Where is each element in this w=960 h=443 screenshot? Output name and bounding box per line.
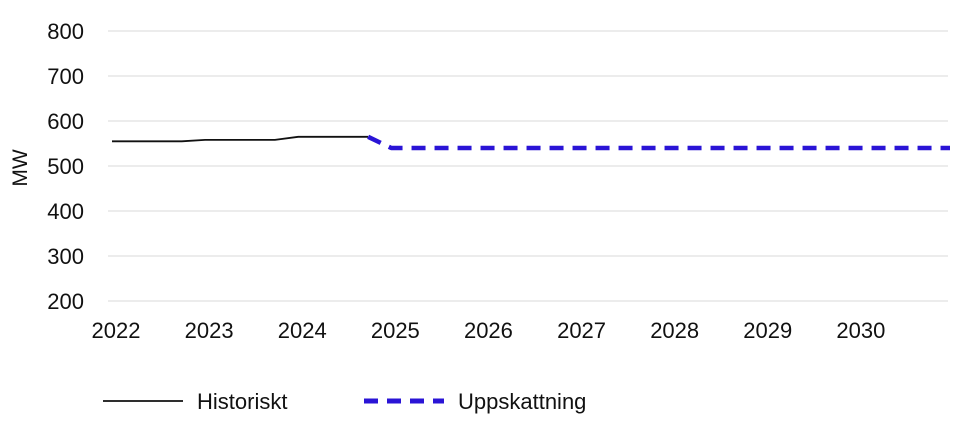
y-tick-label: 500: [47, 154, 84, 179]
legend-label-uppskattning: Uppskattning: [458, 389, 586, 414]
y-axis-label: MW: [9, 149, 32, 186]
x-tick-label: 2025: [371, 318, 420, 343]
y-tick-label: 700: [47, 64, 84, 89]
x-axis-ticks: 2022 2023 2024 2025 2026 2027 2028 2029 2030: [92, 318, 886, 343]
y-tick-label: 400: [47, 199, 84, 224]
x-tick-label: 2022: [92, 318, 141, 343]
x-tick-label: 2030: [836, 318, 885, 343]
y-tick-label: 800: [47, 19, 84, 44]
x-tick-label: 2029: [743, 318, 792, 343]
x-tick-label: 2027: [557, 318, 606, 343]
y-tick-label: 300: [47, 244, 84, 269]
x-tick-label: 2024: [278, 318, 327, 343]
series-lines: [112, 134, 950, 151]
series-line-uppskattning: [367, 134, 950, 151]
x-tick-label: 2026: [464, 318, 513, 343]
series-line-historiskt: [112, 135, 369, 143]
y-axis-ticks: 200 300 400 500 600 700 800: [47, 19, 84, 314]
legend-label-historiskt: Historiskt: [197, 389, 287, 414]
x-tick-label: 2023: [185, 318, 234, 343]
legend: Historiskt Uppskattning: [103, 389, 586, 414]
gridlines: [108, 30, 948, 302]
x-tick-label: 2028: [650, 318, 699, 343]
y-tick-label: 600: [47, 109, 84, 134]
y-tick-label: 200: [47, 289, 84, 314]
